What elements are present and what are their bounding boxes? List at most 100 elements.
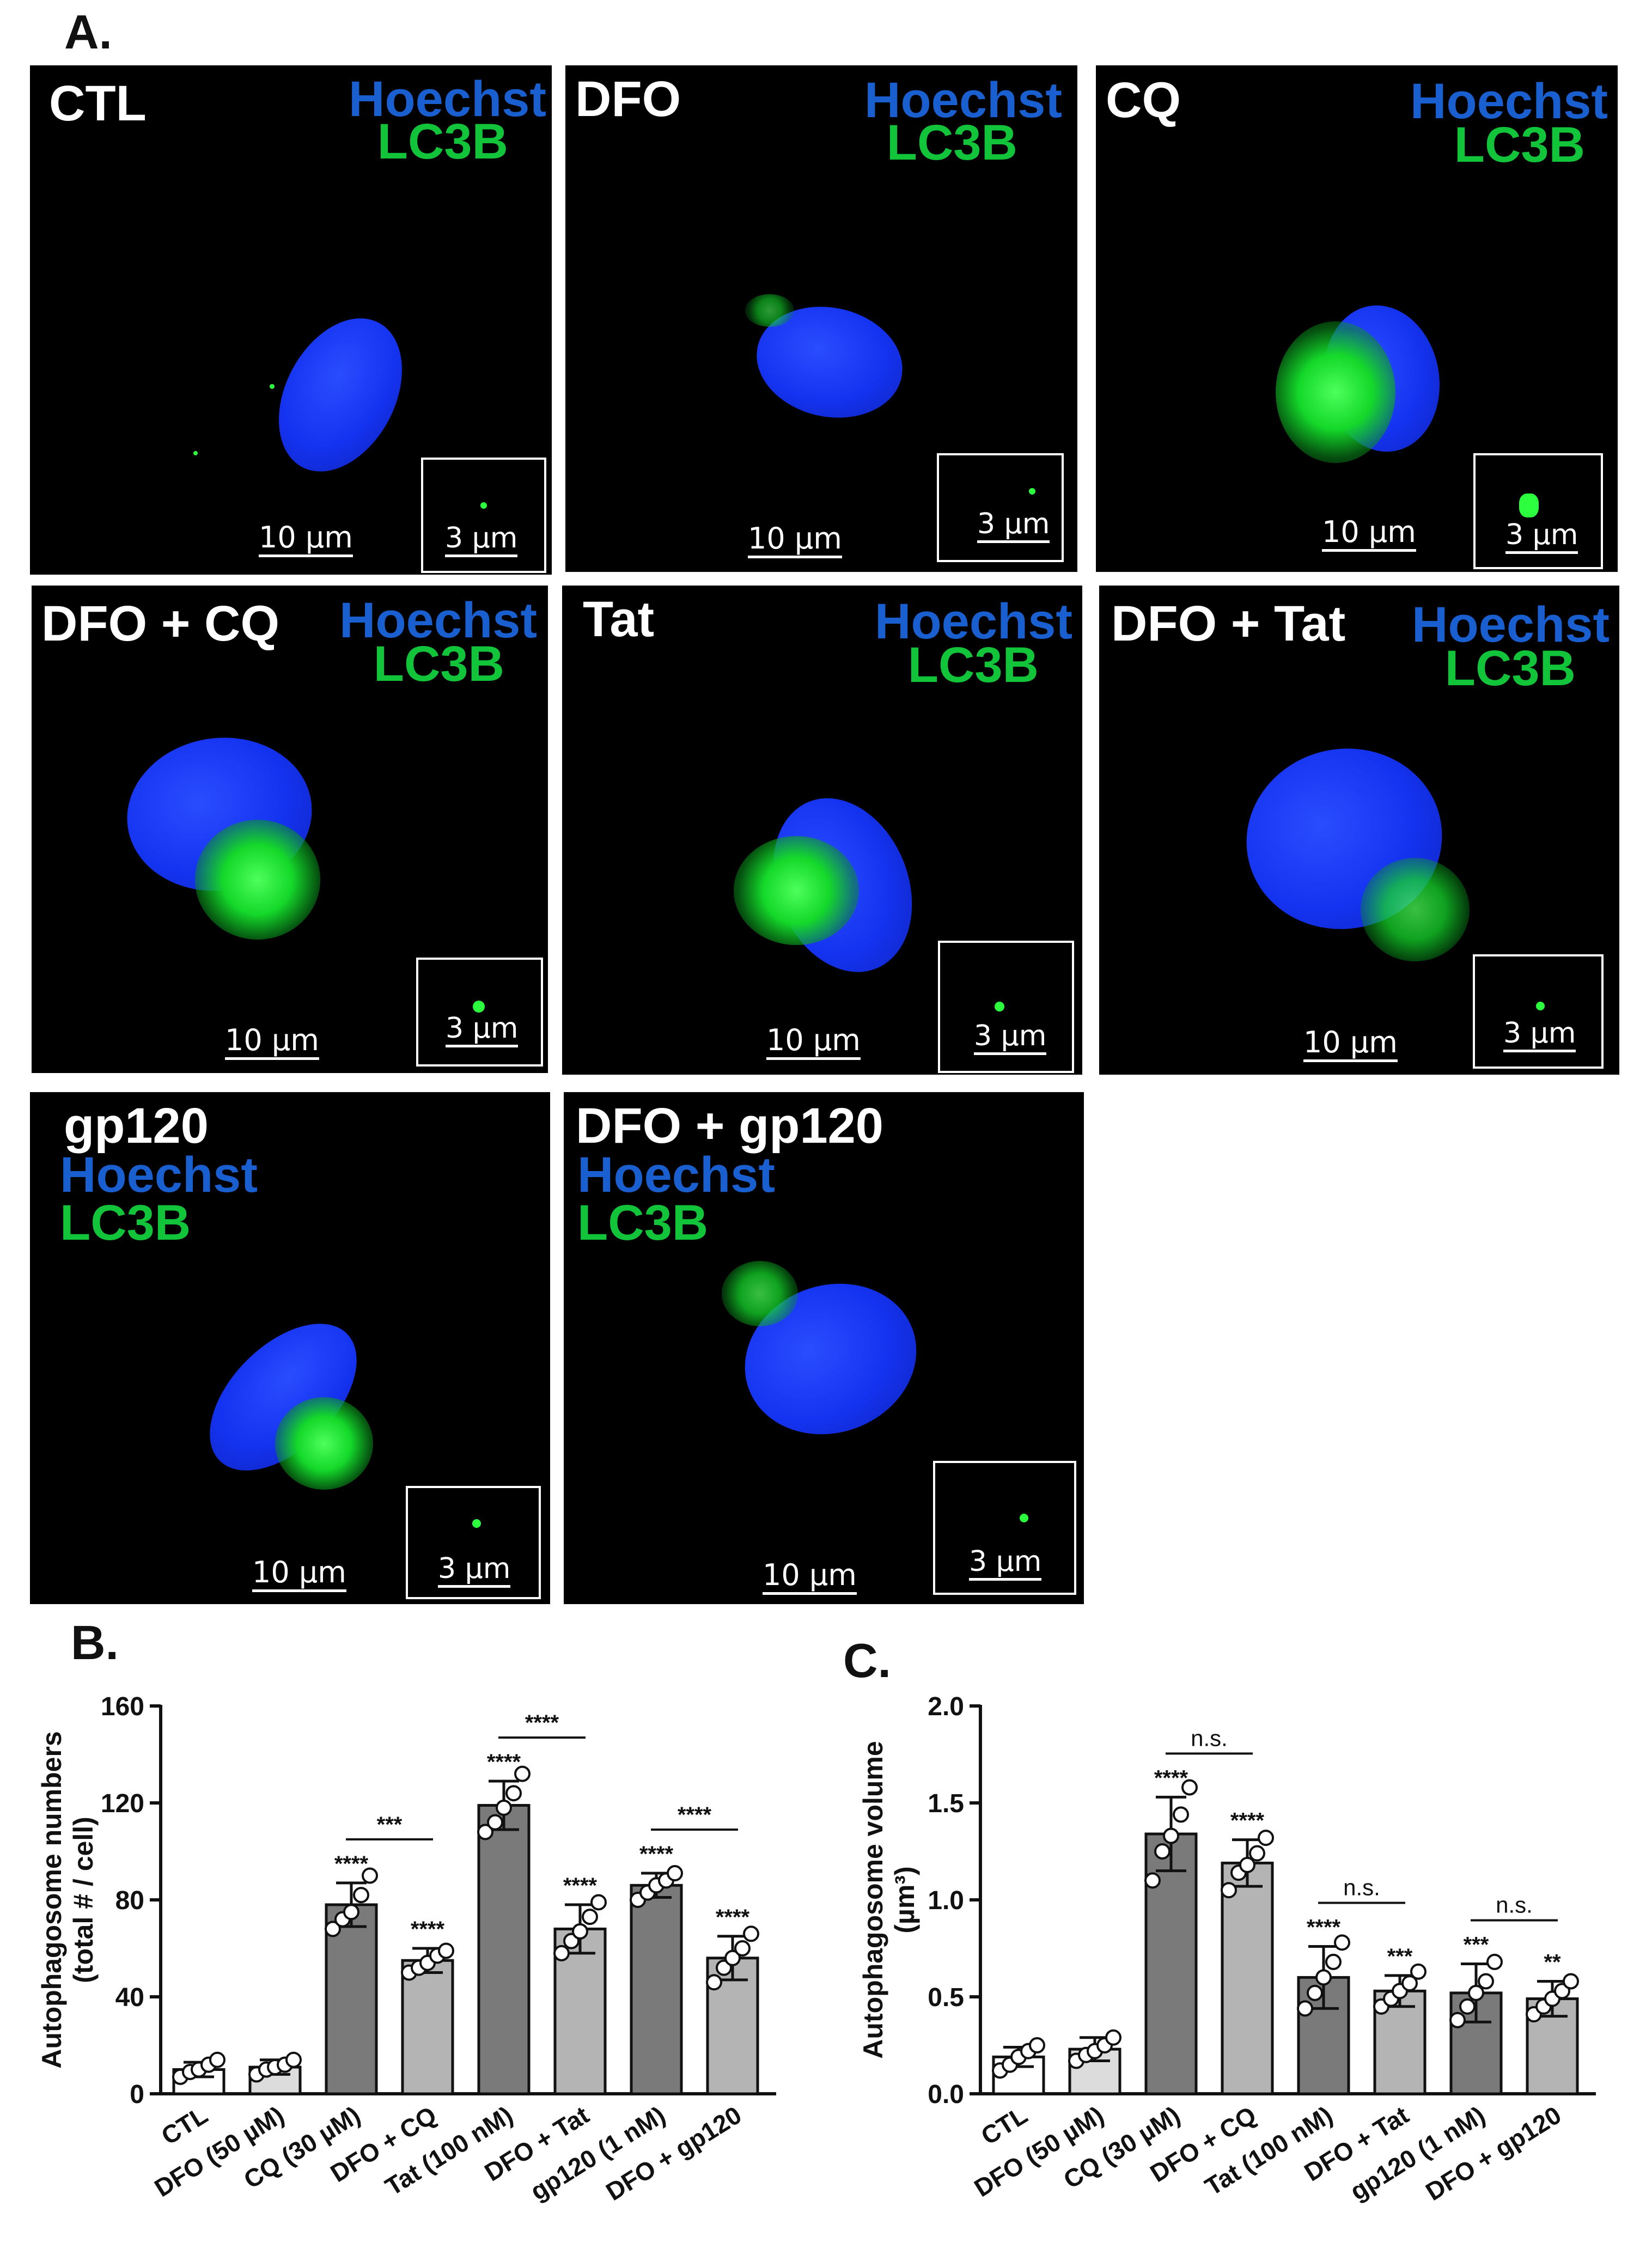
- significance-label: **: [1544, 1951, 1561, 1974]
- hoechst-label: Hoechst: [1410, 74, 1608, 129]
- y-tick-label: 2.0: [928, 1692, 964, 1721]
- lc3b-punctum: [193, 451, 198, 455]
- scale-bar-10um: 10 µm: [1322, 517, 1416, 552]
- hoechst-label: Hoechst: [577, 1147, 775, 1203]
- y-tick-label: 1.5: [928, 1789, 964, 1818]
- lc3b-label: LC3B: [1454, 117, 1585, 173]
- lc3b-label: LC3B: [577, 1195, 709, 1251]
- scale-bar-3um: 3 µm: [1503, 1019, 1576, 1052]
- lc3b-punctum: [270, 384, 275, 389]
- lc3b-punctum: [473, 1001, 485, 1013]
- data-point: [1468, 1984, 1484, 2001]
- panel-a-letter: A.: [64, 5, 112, 59]
- scale-bar-10um: 10 µm: [259, 523, 353, 557]
- scale-bar-10um: 10 µm: [252, 1558, 346, 1592]
- inset-box: 3 µm: [937, 453, 1064, 562]
- panel-c-letter: C.: [843, 1634, 891, 1687]
- significance-label: ****: [411, 1917, 445, 1941]
- data-point: [1478, 1973, 1494, 1990]
- scale-bar-10um: 10 µm: [748, 524, 842, 558]
- data-point: [582, 1909, 598, 1925]
- chart-autophagosome-volume: Autophagosome volume (µm³) 0.0 0.5 1.0 1.5 2.0…: [858, 1692, 1596, 2206]
- significance-label: ****: [1154, 1766, 1188, 1790]
- significance-label: ****: [334, 1852, 369, 1876]
- significance-label: ***: [1464, 1933, 1489, 1957]
- tile-title: DFO + Tat: [1111, 596, 1346, 651]
- y-tick-label: 0.5: [928, 1983, 964, 2012]
- significance-label: ****: [716, 1905, 750, 1929]
- micrograph-tile-tat: Tat Hoechst LC3B 10 µm 3 µm: [562, 586, 1082, 1075]
- lc3b-label: LC3B: [1444, 641, 1576, 696]
- x-tick-label: Tat (100 nM): [380, 2100, 517, 2201]
- hoechst-label: Hoechst: [864, 72, 1062, 128]
- data-point: [496, 1799, 512, 1816]
- y-tick-label: 1.0: [928, 1886, 964, 1915]
- tile-title: DFO + CQ: [41, 596, 280, 651]
- inset-box: 3 µm: [933, 1461, 1076, 1595]
- data-point: [1173, 1806, 1189, 1823]
- scale-bar-3um: 3 µm: [974, 1022, 1047, 1055]
- lc3b-puncta: [275, 1397, 373, 1490]
- inset-box: 3 µm: [406, 1486, 541, 1599]
- bar: [630, 1884, 683, 2095]
- data-point: [1154, 1843, 1171, 1860]
- data-point: [734, 1940, 751, 1957]
- micrograph-tile-gp120: gp120 Hoechst LC3B 10 µm 3 µm: [30, 1092, 550, 1604]
- scale-bar-10um: 10 µm: [766, 1026, 861, 1060]
- tile-title: DFO: [575, 71, 681, 127]
- tile-title: CQ: [1106, 72, 1181, 128]
- data-point: [325, 1921, 341, 1937]
- data-point: [1144, 1872, 1161, 1889]
- x-tick-label: CTL: [976, 2100, 1032, 2150]
- lc3b-punctum: [1519, 493, 1539, 517]
- data-point: [1334, 1934, 1350, 1951]
- comparison-label: n.s.: [1496, 1892, 1533, 1917]
- lc3b-punctum: [480, 502, 487, 509]
- data-point: [572, 1923, 588, 1940]
- data-point: [1249, 1845, 1265, 1862]
- data-point: [1239, 1856, 1255, 1873]
- comparison-label: ***: [377, 1813, 403, 1837]
- data-point: [1297, 2000, 1313, 2017]
- lc3b-punctum: [472, 1519, 481, 1528]
- comparison-label: ****: [678, 1803, 712, 1827]
- significance-label: ****: [563, 1874, 598, 1898]
- lc3b-label: LC3B: [377, 114, 508, 169]
- data-point: [1105, 2029, 1121, 2046]
- tile-title: CTL: [49, 76, 147, 131]
- lc3b-label: LC3B: [907, 637, 1039, 693]
- data-point: [1221, 1882, 1237, 1899]
- tile-title: gp120: [64, 1098, 209, 1154]
- data-point: [1410, 1963, 1427, 1980]
- x-tick-label: CTL: [156, 2100, 212, 2150]
- y-axis-label: Autophagosome numbers: [36, 1731, 67, 2068]
- lc3b-puncta: [1276, 321, 1395, 463]
- micrograph-tile-dfo-cq: DFO + CQ Hoechst LC3B 10 µm 3 µm: [32, 586, 548, 1073]
- data-point: [667, 1865, 683, 1882]
- scale-bar-3um: 3 µm: [446, 1014, 519, 1047]
- lc3b-puncta: [722, 1261, 798, 1326]
- hoechst-label: Hoechst: [60, 1147, 258, 1203]
- data-point: [343, 1904, 359, 1921]
- bar: [477, 1803, 531, 2095]
- y-tick-label: 0.0: [928, 2080, 964, 2109]
- scale-bar-3um: 3 µm: [969, 1547, 1042, 1581]
- data-point: [438, 1942, 454, 1959]
- hoechst-label: Hoechst: [1412, 597, 1610, 653]
- lc3b-label: LC3B: [886, 115, 1017, 170]
- micrograph-tile-ctl: CTL Hoechst LC3B 10 µm 3 µm: [30, 65, 552, 575]
- data-point: [1307, 1984, 1323, 2001]
- micrograph-tile-dfo-tat: DFO + Tat Hoechst LC3B 10 µm 3 µm: [1099, 586, 1619, 1075]
- data-point: [1459, 1998, 1476, 2015]
- y-tick-label: 120: [101, 1789, 144, 1818]
- y-tick-label: 0: [130, 2080, 144, 2109]
- lc3b-punctum: [1536, 1002, 1545, 1010]
- scale-bar-10um: 10 µm: [1303, 1028, 1398, 1062]
- chart-autophagosome-numbers: Autophagosome numbers (total # / cell) 0 40…: [36, 1692, 776, 2206]
- comparison-label: n.s.: [1343, 1874, 1380, 1900]
- y-tick-label: 160: [101, 1692, 144, 1721]
- scale-bar-3um: 3 µm: [438, 1555, 511, 1588]
- data-point: [1449, 2012, 1466, 2028]
- tile-title: DFO + gp120: [576, 1098, 883, 1154]
- data-point: [1563, 1973, 1579, 1990]
